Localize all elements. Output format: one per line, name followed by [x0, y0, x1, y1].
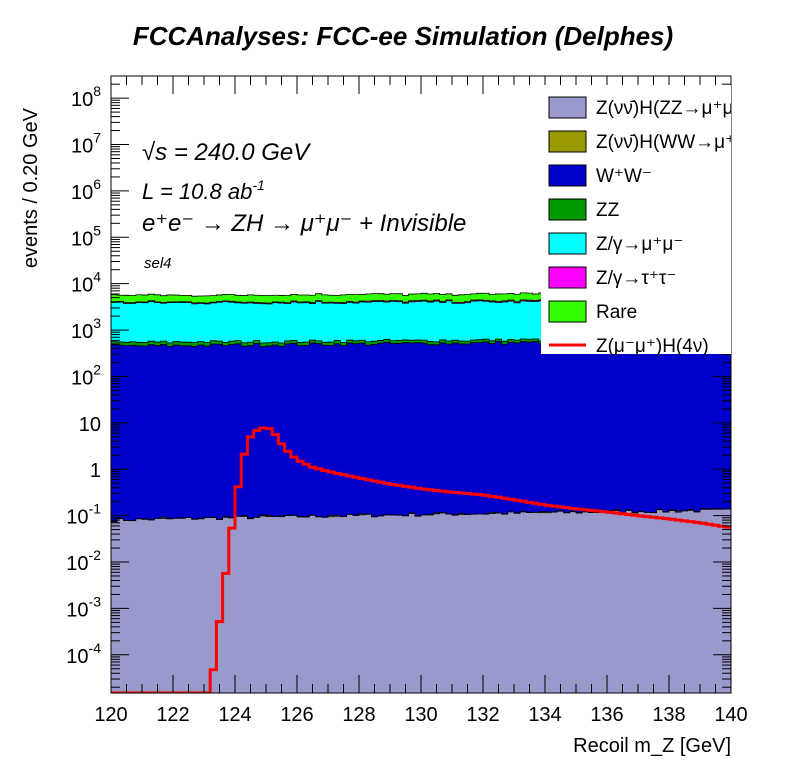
y-tick-label: 105 — [71, 222, 101, 250]
x-tick-label: 120 — [94, 704, 127, 726]
y-tick-label: 10-2 — [66, 547, 101, 575]
y-tick-label: 108 — [71, 83, 101, 111]
x-tick-label: 136 — [590, 704, 623, 726]
y-tick-label: 1 — [90, 460, 101, 482]
svg-text:L = 10.8 ab-1: L = 10.8 ab-1 — [142, 177, 265, 204]
signal-histogram — [111, 426, 731, 693]
luminosity-exp: -1 — [252, 177, 264, 193]
energy-sqrt: √s — [142, 139, 167, 166]
x-axis: 120 122 124 126 128 130 132 134 136 138 140 — [94, 76, 748, 726]
legend-label: ZZ — [596, 200, 620, 221]
y-tick-label: 10-1 — [66, 501, 101, 529]
legend-swatch — [548, 96, 587, 119]
x-tick-label: 140 — [714, 704, 747, 726]
svg-text:√s = 240.0 GeV: √s = 240.0 GeV — [142, 139, 311, 166]
legend-swatch — [548, 198, 587, 221]
y-tick-label: 10-4 — [66, 640, 101, 668]
stack-area-0-z-h-zz- — [111, 508, 731, 693]
legend-label: Z(μ⁻μ⁺)H(4ν) — [596, 336, 709, 357]
legend-label: Z(νν̄)H(ZZ→μ⁺μ⁻ν⁺ν⁻) — [596, 98, 789, 119]
selection-label: sel4 — [144, 255, 172, 272]
process-label: e⁺e⁻ → ZH → μ⁺μ⁻ + Invisible — [142, 210, 466, 237]
y-tick-label: 10 — [79, 414, 101, 436]
legend-label: Z(νν̄)H(WW→μ⁺νμ⁻ν) — [596, 132, 781, 153]
x-axis-label: Recoil m_Z [GeV] — [573, 735, 731, 757]
y-axis-label: events / 0.20 GeV — [20, 107, 42, 268]
x-tick-label: 124 — [218, 704, 251, 726]
legend-swatch — [548, 164, 587, 187]
x-tick-label: 130 — [404, 704, 437, 726]
x-tick-label: 134 — [528, 704, 561, 726]
x-tick-label: 132 — [466, 704, 499, 726]
legend-swatch — [548, 130, 587, 153]
legend-label: Rare — [596, 302, 637, 323]
legend-swatch — [548, 232, 587, 255]
y-tick-label: 10-3 — [66, 593, 101, 621]
energy-label: = 240.0 GeV — [167, 139, 311, 166]
y-tick-label: 104 — [71, 269, 101, 297]
y-tick-label: 107 — [71, 130, 101, 158]
luminosity-label: L = 10.8 ab — [142, 179, 252, 204]
legend-swatch — [548, 266, 587, 289]
x-tick-label: 122 — [156, 704, 189, 726]
annotations: √s = 240.0 GeV L = 10.8 ab-1 e⁺e⁻ → ZH →… — [142, 139, 466, 272]
chart-title: FCCAnalyses: FCC-ee Simulation (Delphes) — [133, 21, 673, 51]
legend-swatch — [548, 300, 587, 323]
legend-label: Z/γ→τ⁺τ⁻ — [596, 268, 676, 289]
x-tick-label: 126 — [280, 704, 313, 726]
legend-label: Z/γ→μ⁺μ⁻ — [596, 234, 683, 255]
y-tick-label: 103 — [71, 315, 101, 343]
legend-label: W⁺W⁻ — [596, 166, 652, 187]
legend: Z(νν̄)H(ZZ→μ⁺μ⁻ν⁺ν⁻) Z(νν̄)H(WW→μ⁺νμ⁻ν) W⁺… — [541, 85, 789, 357]
x-tick-label: 128 — [342, 704, 375, 726]
y-tick-label: 102 — [71, 361, 101, 389]
y-tick-label: 106 — [71, 176, 101, 204]
signal-line — [111, 426, 731, 693]
x-tick-label: 138 — [652, 704, 685, 726]
